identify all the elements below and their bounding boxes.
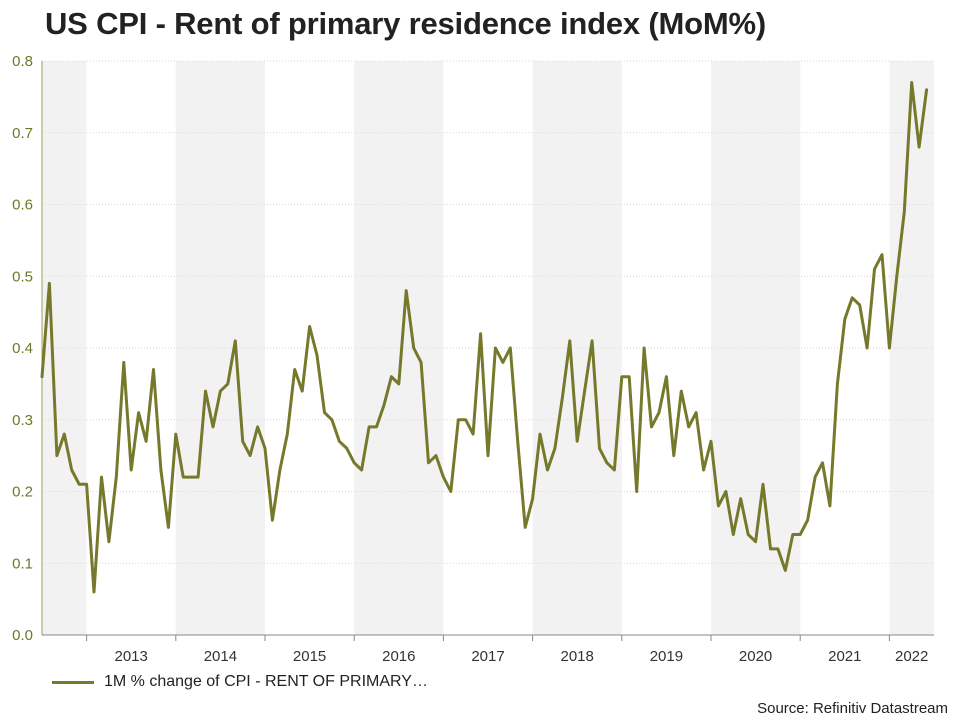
y-tick-label: 0.6 (12, 197, 33, 214)
shaded-band-2014 (175, 61, 265, 635)
x-tick-label: 2022 (895, 648, 928, 665)
x-tick-label: 2021 (828, 648, 861, 665)
y-tick-label: 0.0 (12, 627, 33, 644)
x-tick-label: 2016 (382, 648, 415, 665)
x-axis-ticks: 2013 2014 2015 2016 2017 2018 2019 2020 2021 2022 (86, 635, 928, 665)
y-tick-label: 0.1 (12, 555, 33, 572)
y-tick-label: 0.8 (12, 53, 33, 70)
y-tick-label: 0.3 (12, 412, 33, 429)
source-note: Source: Refinitiv Datastream (757, 700, 948, 717)
x-tick-label: 2020 (739, 648, 772, 665)
x-tick-label: 2019 (650, 648, 683, 665)
x-tick-label: 2014 (204, 648, 237, 665)
x-tick-label: 2015 (293, 648, 326, 665)
legend-swatch (52, 680, 94, 684)
y-tick-label: 0.5 (12, 268, 33, 285)
shaded-year-bands (42, 61, 934, 635)
axes (41, 61, 934, 636)
y-axis-ticks: 0.0 0.1 0.2 0.3 0.4 0.5 0.6 0.7 0.8 (12, 53, 33, 644)
legend-label: 1M % change of CPI - RENT OF PRIMARY… (104, 673, 428, 690)
y-tick-label: 0.2 (12, 484, 33, 501)
series-lines (40, 81, 929, 594)
y-tick-label: 0.7 (12, 125, 33, 142)
shaded-band-2018 (532, 61, 622, 635)
y-tick-label: 0.4 (12, 340, 33, 357)
series-line (40, 81, 929, 594)
legend: 1M % change of CPI - RENT OF PRIMARY… (52, 673, 428, 691)
shaded-band-2022 (889, 61, 934, 635)
shaded-band-2016 (354, 61, 444, 635)
x-tick-label: 2013 (115, 648, 148, 665)
chart-title: US CPI - Rent of primary residence index… (45, 6, 766, 41)
x-tick-label: 2017 (471, 648, 504, 665)
x-tick-label: 2018 (561, 648, 594, 665)
shaded-band-2012-H2 (42, 61, 87, 635)
